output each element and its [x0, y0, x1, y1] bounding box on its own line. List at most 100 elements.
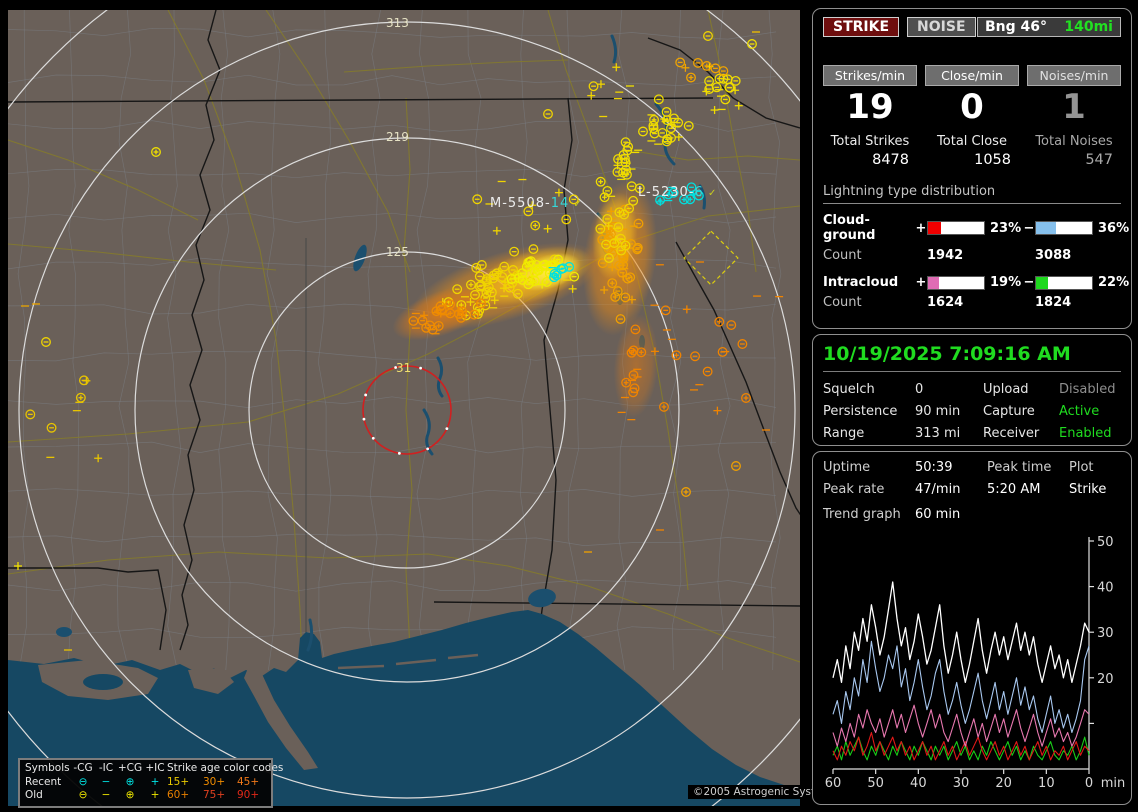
plus-sign: +: [915, 275, 927, 290]
close-per-min-counter: Close/min 0 Total Close 1058: [925, 65, 1019, 168]
cg-negative-pct: 36%: [1098, 220, 1130, 236]
plot-type-value: Strike: [1069, 482, 1107, 497]
old-minus-icon: −: [101, 789, 111, 801]
svg-text:40: 40: [1097, 581, 1114, 596]
intracloud-label: Intracloud: [823, 275, 899, 290]
noise-mode-button[interactable]: NOISE: [907, 17, 976, 37]
upload-status: Disabled: [1059, 382, 1116, 397]
squelch-value: 0: [915, 382, 924, 397]
legend-recent-label: Recent: [25, 775, 62, 788]
cg-negative-count: 3088: [1035, 248, 1072, 263]
recent-circle-plus-icon: ⊕: [125, 775, 135, 788]
svg-text:30: 30: [1097, 626, 1114, 641]
persistence-value: 90 min: [915, 404, 961, 419]
plus-sign: +: [915, 220, 927, 236]
cg-positive-pct: 23%: [990, 220, 1022, 236]
cloud-ground-row: Cloud-ground + 23% − 36%: [823, 213, 1129, 243]
svg-text:313: 313: [386, 16, 409, 30]
cg-count-label: Count: [823, 248, 862, 263]
close-per-min-value: 0: [960, 87, 984, 127]
status-panel: 10/19/2025 7:09:16 AM Squelch 0 Upload D…: [812, 334, 1132, 446]
distribution-title: Lightning type distribution: [823, 184, 1121, 204]
map-legend: Symbols -CG -IC +CG +IC Strike age color…: [18, 758, 284, 808]
cloud-ground-label: Cloud-ground: [823, 213, 876, 243]
bearing-distance: 140mi: [1064, 19, 1113, 35]
legend-old-label: Old: [25, 789, 43, 801]
capture-status: Active: [1059, 404, 1100, 419]
svg-text:20: 20: [995, 776, 1012, 789]
svg-text:40: 40: [910, 776, 927, 789]
legend-header-neg-cg: -CG: [73, 762, 93, 774]
strikes-per-min-label: Strikes/min: [823, 65, 917, 86]
noises-per-min-value: 1: [1062, 87, 1086, 127]
legend-age-title: Strike age color codes: [167, 762, 284, 774]
svg-text:60: 60: [825, 776, 842, 789]
status-row-range: Range 313 mi Receiver Enabled: [823, 426, 1121, 441]
svg-text:219: 219: [386, 130, 409, 144]
old-circle-plus-icon: ⊕: [125, 789, 135, 801]
peak-time-label: Peak time: [987, 460, 1052, 475]
receiver-status: Enabled: [1059, 426, 1112, 441]
svg-text:0: 0: [1085, 776, 1093, 789]
total-strikes-value: 8478: [872, 152, 909, 168]
noises-per-min-label: Noises/min: [1027, 65, 1121, 86]
range-value: 313 mi: [915, 426, 961, 441]
strikes-per-min-counter: Strikes/min 19 Total Strikes 8478: [823, 65, 917, 168]
total-noises-value: 547: [1085, 152, 1113, 168]
svg-text:20: 20: [1097, 672, 1114, 687]
lightning-distribution: Lightning type distribution Cloud-ground…: [823, 184, 1129, 310]
ic-negative-pct: 22%: [1098, 275, 1130, 290]
svg-text:50: 50: [1097, 535, 1114, 550]
status-row-squelch: Squelch 0 Upload Disabled: [823, 382, 1121, 397]
capture-label: Capture: [983, 404, 1035, 419]
svg-text:125: 125: [386, 245, 409, 259]
age-code-30: 30+: [203, 775, 226, 788]
trend-window-value: 60 min: [915, 507, 961, 522]
age-code-45: 45+: [237, 775, 260, 788]
receiver-label: Receiver: [983, 426, 1040, 441]
svg-text:M-5508-14 ✓: M-5508-14 ✓: [490, 196, 583, 211]
squelch-label: Squelch: [823, 382, 875, 397]
strike-trend-chart: 20 30 40 50 60 50 40 30 20 10 0 min: [825, 535, 1126, 791]
strikes-per-min-value: 19: [846, 87, 894, 127]
ic-positive-pct: 19%: [990, 275, 1022, 290]
old-plus-icon: +: [150, 789, 160, 801]
strike-mode-button[interactable]: STRIKE: [823, 17, 900, 37]
legend-header-pos-cg: +CG: [117, 762, 143, 774]
minus-sign: −: [1023, 275, 1035, 290]
total-strikes-label: Total Strikes: [830, 134, 910, 149]
upload-label: Upload: [983, 382, 1029, 397]
svg-text:10: 10: [1038, 776, 1055, 789]
recent-minus-icon: −: [101, 775, 111, 788]
intracloud-row: Intracloud + 19% − 22%: [823, 275, 1129, 290]
svg-text:min: min: [1101, 776, 1125, 789]
ic-positive-bar: [927, 275, 985, 290]
copyright-text: ©2005 Astrogenic Systems: [688, 785, 843, 799]
trend-graph-label: Trend graph: [823, 507, 901, 522]
close-per-min-label: Close/min: [925, 65, 1019, 86]
bearing-value: Bng 46°: [985, 19, 1048, 35]
legend-header-symbols: Symbols: [25, 762, 70, 774]
peak-time-value: 5:20 AM: [987, 482, 1041, 497]
cg-positive-bar: [927, 221, 985, 235]
ic-count-label: Count: [823, 295, 862, 310]
bearing-readout: Bng 46° 140mi: [977, 17, 1121, 37]
intracloud-count-row: Count 1624 1824: [823, 295, 1121, 310]
age-code-75: 75+: [203, 789, 226, 801]
stats-panel: STRIKE NOISE Bng 46° 140mi Strikes/min 1…: [812, 8, 1132, 329]
svg-text:31: 31: [396, 361, 411, 375]
persistence-label: Persistence: [823, 404, 898, 419]
range-label: Range: [823, 426, 865, 441]
total-close-label: Total Close: [937, 134, 1007, 149]
map-canvas[interactable]: 313 219 125 31 M-5508-14 ✓ L-5230-6 ✓: [8, 10, 800, 806]
peak-rate-label: Peak rate: [823, 482, 885, 497]
cg-negative-bar: [1035, 221, 1093, 235]
uptime-value: 50:39: [915, 460, 953, 475]
total-noises-label: Total Noises: [1035, 134, 1113, 149]
lightning-map[interactable]: 313 219 125 31 M-5508-14 ✓ L-5230-6 ✓ Symbols…: [8, 10, 800, 808]
peak-rate-value: 47/min: [915, 482, 961, 497]
plot-column-label: Plot: [1069, 460, 1094, 475]
session-row-uptime: Uptime 50:39 Peak time Plot: [823, 460, 1121, 475]
age-code-15: 15+: [167, 775, 190, 788]
ic-negative-count: 1824: [1035, 295, 1072, 310]
